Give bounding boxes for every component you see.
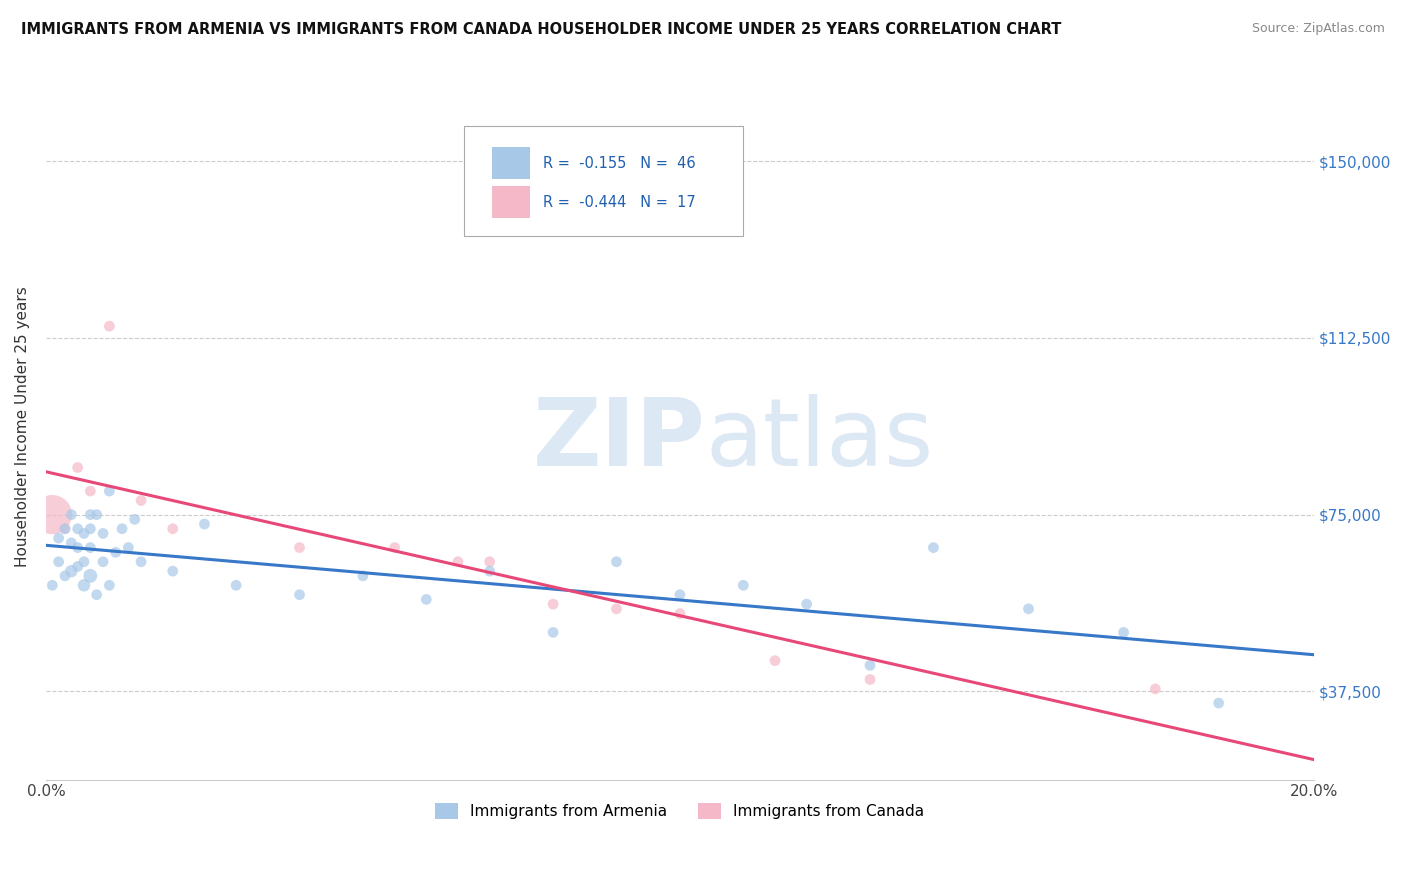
Text: Source: ZipAtlas.com: Source: ZipAtlas.com <box>1251 22 1385 36</box>
Point <box>73 578 96 592</box>
Point <box>124 512 146 526</box>
Point <box>541 625 564 640</box>
Point <box>53 522 76 536</box>
Point <box>447 555 470 569</box>
Legend: Immigrants from Armenia, Immigrants from Canada: Immigrants from Armenia, Immigrants from… <box>429 797 931 825</box>
Point <box>193 516 215 531</box>
Point <box>478 555 501 569</box>
Y-axis label: Householder Income Under 25 years: Householder Income Under 25 years <box>15 286 30 566</box>
Text: ZIP: ZIP <box>533 394 706 486</box>
Bar <box>492 147 530 179</box>
Point <box>73 526 96 541</box>
Point <box>48 531 70 545</box>
Point <box>225 578 247 592</box>
Point <box>605 602 627 616</box>
Point <box>1208 696 1230 710</box>
Point <box>763 654 786 668</box>
Point <box>98 578 121 592</box>
Point <box>66 460 89 475</box>
Point <box>79 522 101 536</box>
Point <box>669 588 692 602</box>
Point <box>79 569 101 583</box>
Point <box>79 508 101 522</box>
Point <box>1144 681 1167 696</box>
Point <box>162 564 184 578</box>
Point <box>53 569 76 583</box>
Text: R =  -0.444   N =  17: R = -0.444 N = 17 <box>543 194 696 210</box>
Point <box>288 588 311 602</box>
Point <box>541 597 564 611</box>
Point <box>53 522 76 536</box>
Point <box>104 545 127 559</box>
Point <box>288 541 311 555</box>
Point <box>669 607 692 621</box>
Point <box>111 522 134 536</box>
Point <box>733 578 755 592</box>
Point <box>415 592 437 607</box>
Point <box>73 555 96 569</box>
Point <box>859 673 882 687</box>
Point <box>41 578 63 592</box>
Point <box>86 508 108 522</box>
Point <box>91 526 114 541</box>
Point <box>605 555 627 569</box>
Point <box>66 522 89 536</box>
Point <box>66 541 89 555</box>
Point <box>1018 602 1040 616</box>
Point <box>384 541 406 555</box>
Point <box>1112 625 1135 640</box>
Point <box>79 541 101 555</box>
Point <box>98 319 121 334</box>
Point <box>79 484 101 499</box>
Point <box>117 541 139 555</box>
Text: R =  -0.155   N =  46: R = -0.155 N = 46 <box>543 156 696 171</box>
Point <box>478 564 501 578</box>
Point <box>60 536 83 550</box>
Point <box>86 588 108 602</box>
Text: IMMIGRANTS FROM ARMENIA VS IMMIGRANTS FROM CANADA HOUSEHOLDER INCOME UNDER 25 YE: IMMIGRANTS FROM ARMENIA VS IMMIGRANTS FR… <box>21 22 1062 37</box>
Point <box>162 522 184 536</box>
Point <box>91 555 114 569</box>
Point <box>98 484 121 499</box>
Point <box>922 541 945 555</box>
Bar <box>492 186 530 218</box>
Point <box>60 508 83 522</box>
Point <box>66 559 89 574</box>
Point <box>129 555 152 569</box>
Point <box>60 564 83 578</box>
Point <box>859 658 882 673</box>
Point <box>352 569 374 583</box>
Point <box>41 508 63 522</box>
Point <box>796 597 818 611</box>
Point <box>129 493 152 508</box>
Text: atlas: atlas <box>706 394 934 486</box>
Point <box>48 555 70 569</box>
FancyBboxPatch shape <box>464 126 744 235</box>
